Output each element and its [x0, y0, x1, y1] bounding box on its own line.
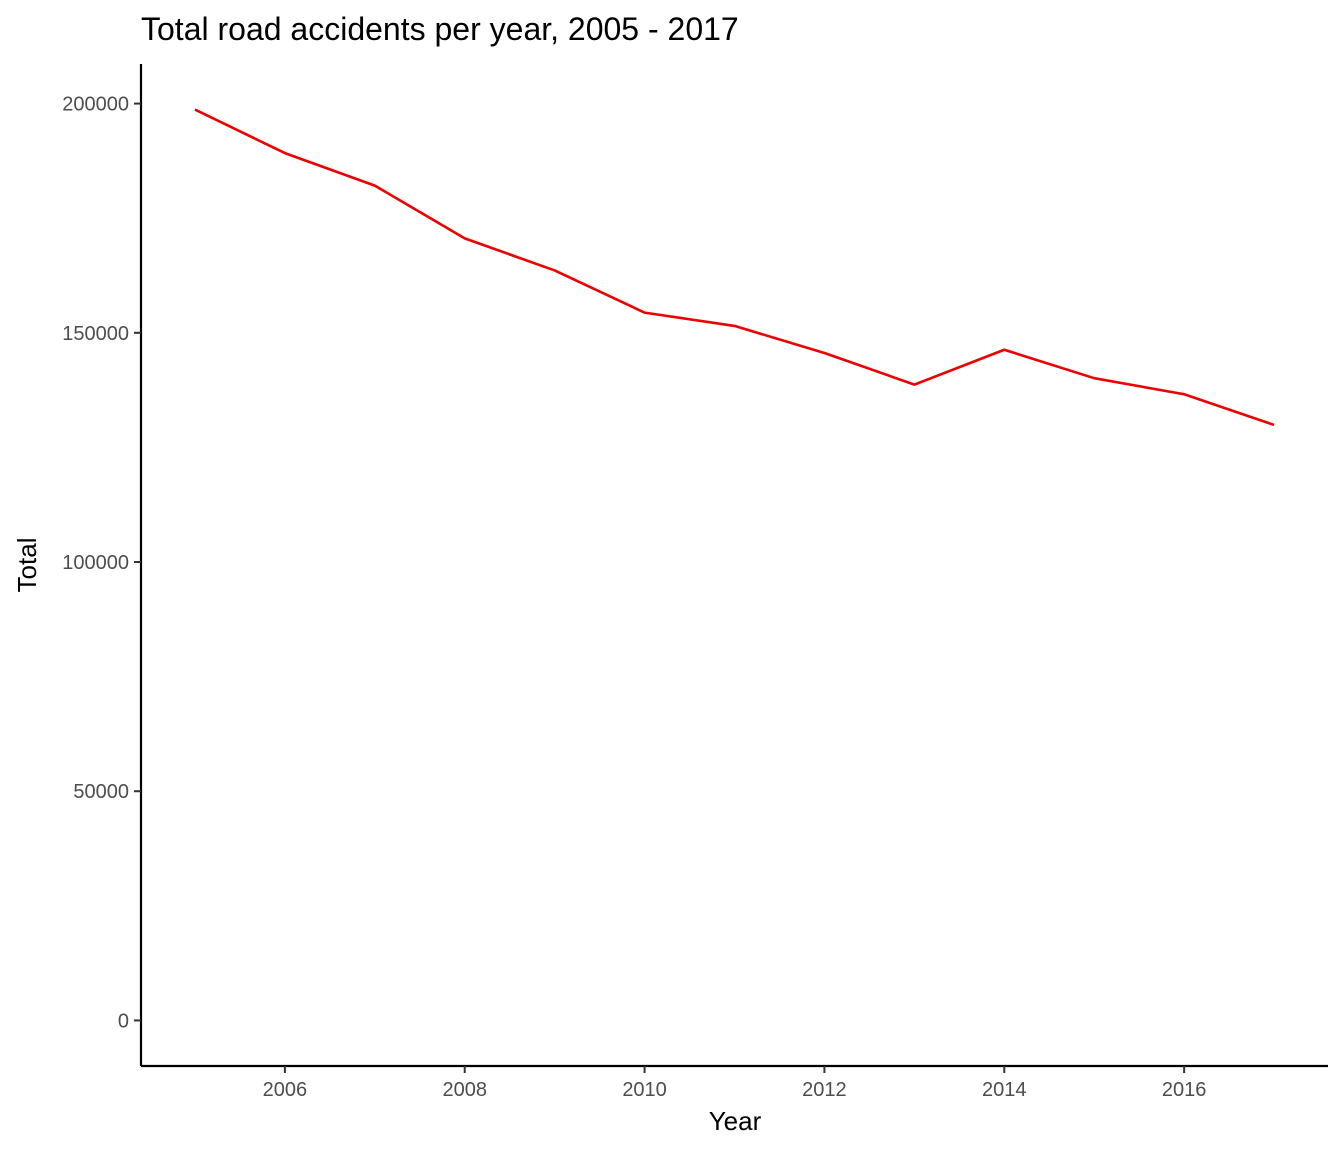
y-tick-label: 50000	[73, 781, 129, 803]
y-tick-label: 200000	[62, 94, 129, 116]
y-tick-label: 150000	[62, 323, 129, 345]
x-tick-label: 2008	[442, 1079, 487, 1101]
x-tick-label: 2010	[622, 1079, 667, 1101]
series-line	[194, 108, 1275, 427]
y-tick-label: 100000	[62, 552, 129, 574]
x-tick-label: 2006	[263, 1079, 308, 1101]
axes	[139, 64, 1328, 1068]
y-ticks: 0 50000 100000 150000 200000	[62, 94, 141, 1032]
x-tick-label: 2016	[1162, 1079, 1207, 1101]
chart-title: Total road accidents per year, 2005 - 20…	[141, 11, 739, 47]
x-tick-label: 2014	[982, 1079, 1027, 1101]
x-tick-label: 2012	[802, 1079, 847, 1101]
x-ticks: 2006 2008 2010 2012 2014 2016	[263, 1066, 1207, 1101]
y-tick-label: 0	[118, 1010, 129, 1032]
series-layer	[194, 108, 1275, 427]
y-axis-title: Total	[12, 538, 42, 593]
x-axis-title: Year	[709, 1106, 762, 1136]
